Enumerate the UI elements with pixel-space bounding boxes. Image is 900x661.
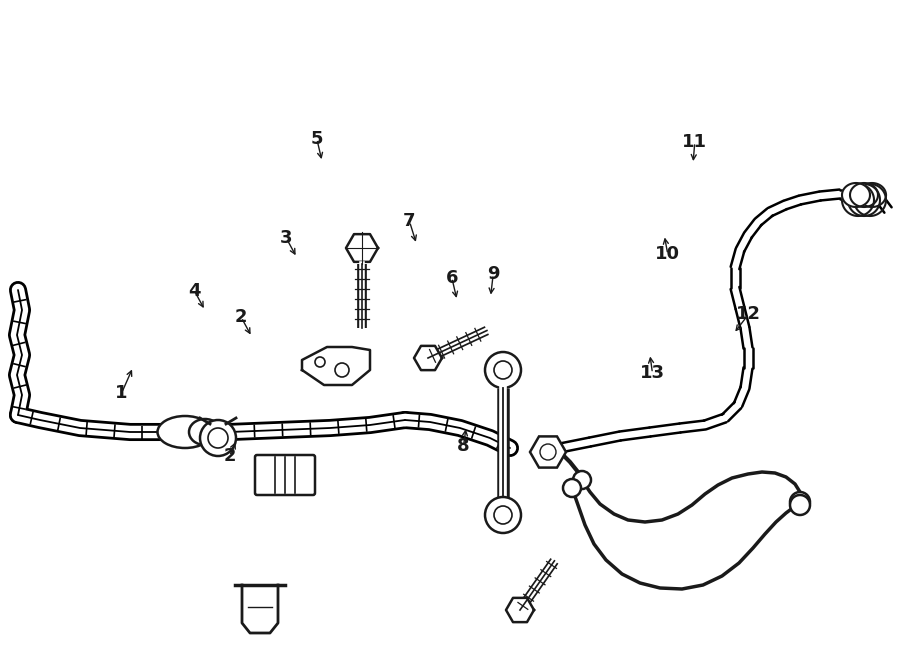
Text: 2: 2 [235, 308, 248, 327]
Circle shape [790, 495, 810, 515]
Text: 8: 8 [457, 437, 470, 455]
Ellipse shape [189, 419, 221, 445]
Text: 3: 3 [280, 229, 292, 247]
Polygon shape [346, 234, 378, 262]
Polygon shape [850, 183, 878, 207]
Text: 2: 2 [223, 447, 236, 465]
Text: 1: 1 [115, 384, 128, 403]
Text: 11: 11 [682, 133, 707, 151]
Text: 4: 4 [188, 282, 201, 300]
Circle shape [573, 471, 591, 489]
Circle shape [208, 428, 228, 448]
Text: 13: 13 [640, 364, 665, 383]
Ellipse shape [158, 416, 212, 448]
Circle shape [485, 497, 521, 533]
FancyBboxPatch shape [255, 455, 315, 495]
Circle shape [494, 506, 512, 524]
Circle shape [540, 444, 556, 460]
Polygon shape [414, 346, 442, 370]
Circle shape [485, 352, 521, 388]
Circle shape [790, 492, 810, 512]
Polygon shape [842, 183, 870, 207]
Text: 10: 10 [655, 245, 680, 264]
Text: 6: 6 [446, 268, 458, 287]
Circle shape [563, 479, 581, 497]
Text: 7: 7 [403, 212, 416, 231]
Polygon shape [302, 347, 370, 385]
Text: 5: 5 [310, 130, 323, 148]
Polygon shape [242, 585, 278, 633]
Circle shape [315, 357, 325, 367]
Text: 9: 9 [487, 265, 500, 284]
Circle shape [335, 363, 349, 377]
Polygon shape [858, 183, 886, 207]
Circle shape [200, 420, 236, 456]
Circle shape [494, 361, 512, 379]
Polygon shape [506, 598, 534, 622]
Text: 12: 12 [736, 305, 761, 323]
